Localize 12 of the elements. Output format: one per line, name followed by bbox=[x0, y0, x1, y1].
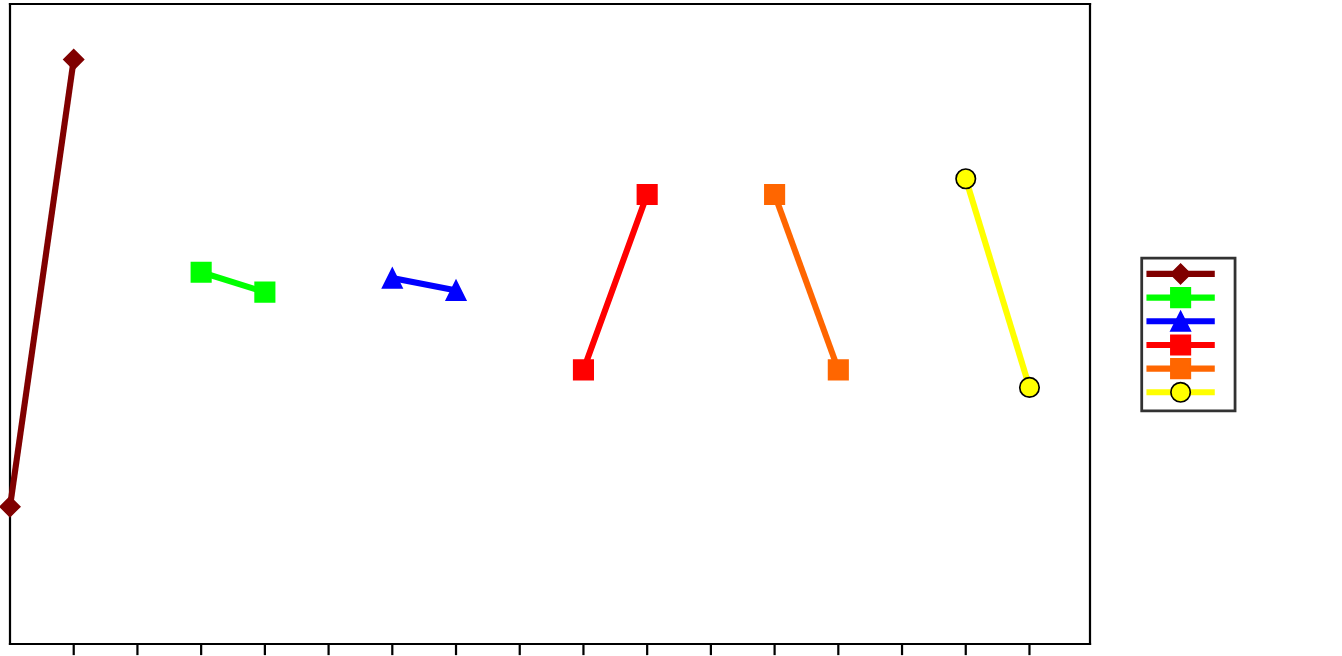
point bbox=[764, 183, 786, 206]
point bbox=[254, 281, 276, 303]
point bbox=[636, 183, 658, 206]
point bbox=[1018, 376, 1041, 398]
point bbox=[381, 267, 403, 289]
point bbox=[827, 359, 849, 381]
point bbox=[190, 261, 212, 283]
point bbox=[63, 48, 85, 71]
point bbox=[0, 495, 21, 518]
point bbox=[445, 279, 467, 301]
point bbox=[572, 359, 595, 381]
point bbox=[955, 168, 977, 190]
